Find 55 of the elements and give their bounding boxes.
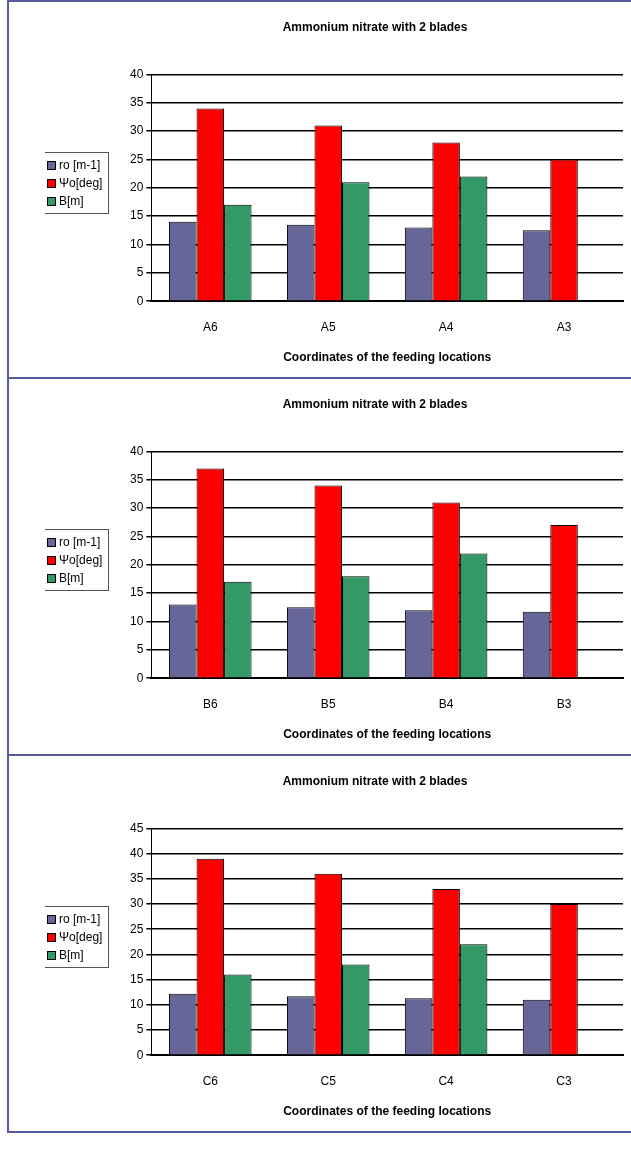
x-tick-label: B3: [556, 696, 572, 711]
legend-label: B[m]: [59, 947, 84, 964]
y-tick-label: 30: [129, 500, 144, 515]
chart-title: Ammonium nitrate with 2 blades: [282, 396, 468, 411]
x-tick-label: A3: [556, 319, 572, 334]
chart-title: Ammonium nitrate with 2 blades: [282, 19, 468, 34]
y-tick-label: 40: [129, 443, 144, 458]
y-tick-label: 0: [136, 293, 144, 308]
y-tick-label: 35: [129, 472, 144, 487]
y-tick-label: 10: [129, 236, 144, 251]
y-tick-label: 20: [129, 557, 144, 572]
y-tick-label: 15: [129, 971, 144, 986]
y-tick-label: 15: [129, 208, 144, 223]
y-tick-label: 15: [129, 585, 144, 600]
y-tick-label: 0: [136, 1047, 144, 1062]
legend-label: B[m]: [59, 193, 84, 210]
y-tick-label: 10: [129, 997, 144, 1012]
x-tick-label: A6: [202, 319, 218, 334]
x-axis-title: Coordinates of the feeding locations: [283, 1104, 492, 1119]
x-axis-title: Coordinates of the feeding locations: [283, 727, 492, 742]
legend-label: Ψo[deg]: [59, 929, 103, 946]
y-tick-label: 20: [129, 180, 144, 195]
y-tick-label: 25: [129, 921, 144, 936]
legend-label: Ψo[deg]: [59, 175, 103, 192]
legend-label: ro [m-1]: [59, 157, 101, 174]
y-tick-label: 40: [129, 66, 144, 81]
x-axis-title: Coordinates of the feeding locations: [283, 350, 492, 365]
x-tick-label: B5: [320, 696, 336, 711]
x-tick-label: C3: [556, 1073, 573, 1088]
y-tick-label: 25: [129, 151, 144, 166]
chart-title: Ammonium nitrate with 2 blades: [282, 773, 468, 788]
legend-label: Ψo[deg]: [59, 552, 103, 569]
y-tick-label: 30: [129, 896, 144, 911]
x-tick-label: C5: [320, 1073, 337, 1088]
x-tick-label: B6: [202, 696, 218, 711]
legend-label: B[m]: [59, 570, 84, 587]
y-tick-label: 30: [129, 123, 144, 138]
y-tick-label: 25: [129, 528, 144, 543]
y-tick-label: 5: [136, 265, 144, 280]
x-tick-label: B4: [438, 696, 454, 711]
y-tick-label: 45: [129, 820, 144, 835]
y-tick-label: 5: [136, 1022, 144, 1037]
y-tick-label: 5: [136, 642, 144, 657]
y-tick-label: 0: [136, 670, 144, 685]
legend-label: ro [m-1]: [59, 534, 101, 551]
y-tick-label: 20: [129, 946, 144, 961]
legend-label: ro [m-1]: [59, 911, 101, 928]
x-tick-label: A5: [320, 319, 336, 334]
y-tick-label: 40: [129, 845, 144, 860]
x-tick-label: A4: [438, 319, 454, 334]
y-tick-label: 10: [129, 613, 144, 628]
y-tick-label: 35: [129, 95, 144, 110]
x-tick-label: C4: [438, 1073, 455, 1088]
x-tick-label: C6: [202, 1073, 219, 1088]
y-tick-label: 35: [129, 871, 144, 886]
